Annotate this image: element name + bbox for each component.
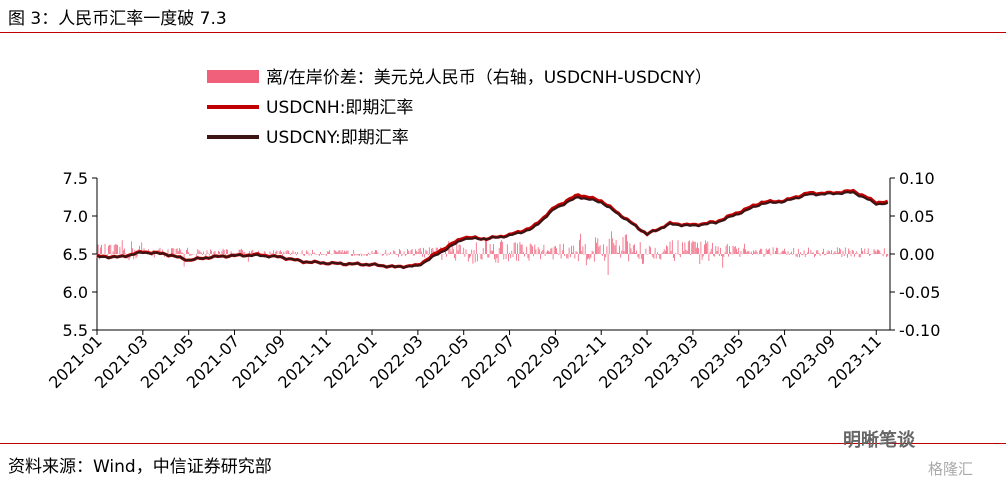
watermark-sub: 格隆汇: [928, 460, 974, 478]
legend-spread-swatch: [207, 70, 259, 83]
right-tick-label: -0.05: [899, 283, 940, 302]
left-tick-label: 5.5: [63, 321, 88, 340]
right-tick-label: 0.05: [899, 207, 935, 226]
legend-cnh-label: USDCNH:即期汇率: [266, 98, 413, 118]
legend: 离/在岸价差：美元兑人民币（右轴，USDCNH-USDCNY） USDCNH:即…: [207, 68, 712, 148]
watermark-main: 明晰笔谈: [843, 430, 915, 451]
legend-cny-label: USDCNY:即期汇率: [266, 128, 409, 148]
right-tick-label: 0.10: [899, 169, 935, 188]
left-tick-label: 7.5: [63, 169, 88, 188]
legend-spread-label: 离/在岸价差：美元兑人民币（右轴，USDCNH-USDCNY）: [266, 68, 712, 88]
left-axis-ticks: 7.5 7.0 6.5 6.0 5.5: [63, 169, 97, 340]
usdcny-series-line: [96, 190, 889, 269]
right-axis-ticks: 0.10 0.05 0.00 -0.05 -0.10: [890, 169, 940, 340]
right-tick-label: -0.10: [899, 321, 940, 340]
left-tick-label: 7.0: [63, 207, 88, 226]
right-tick-label: 0.00: [899, 245, 935, 264]
x-axis-ticks: 2021-012021-032021-052021-072021-092021-…: [45, 330, 885, 392]
left-tick-label: 6.0: [63, 283, 88, 302]
spread-bars: [96, 231, 889, 275]
left-tick-label: 6.5: [63, 245, 88, 264]
bottom-rule: [0, 443, 1006, 444]
figure-title: 图 3：人民币汇率一度破 7.3: [8, 9, 227, 29]
source-note: 资料来源：Wind，中信证券研究部: [8, 457, 272, 477]
top-rule: [0, 32, 1006, 33]
